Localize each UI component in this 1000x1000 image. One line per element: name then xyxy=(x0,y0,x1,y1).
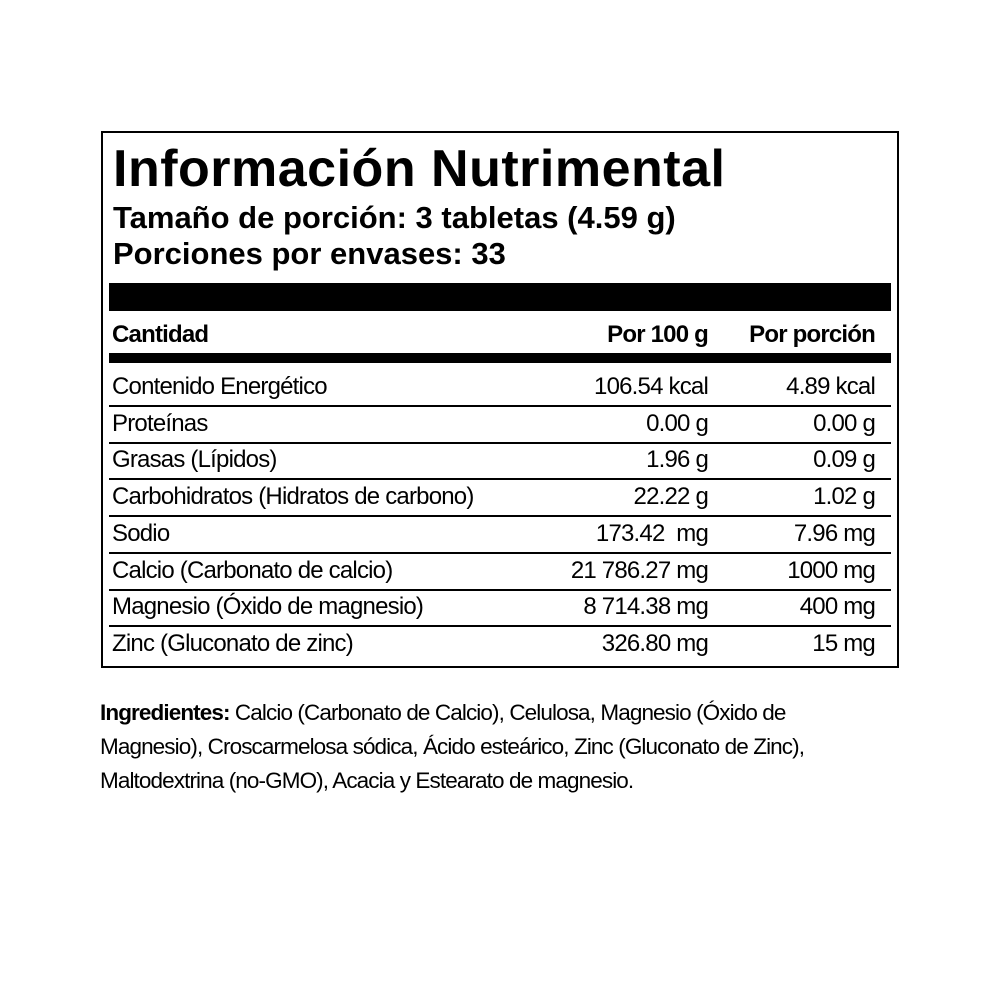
nutrient-name: Calcio (Carbonato de calcio) xyxy=(112,556,393,584)
table-row: Grasas (Lípidos) 1.96 g 0.09 g xyxy=(109,442,891,481)
thick-divider xyxy=(109,283,891,311)
nutrient-name: Proteínas xyxy=(112,409,208,437)
ingredients-text: Calcio (Carbonato de Calcio), Celulosa, … xyxy=(100,700,805,793)
value-per-serving: 1.02 g xyxy=(813,483,876,511)
value-per-serving: 0.09 g xyxy=(813,446,876,474)
value-per-100g: 22.22 g xyxy=(633,483,709,511)
nutrient-name: Carbohidratos (Hidratos de carbono) xyxy=(112,483,474,511)
column-header: Cantidad xyxy=(112,321,209,348)
table-row: Magnesio (Óxido de magnesio) 8 714.38 mg 4… xyxy=(109,589,891,628)
value-per-100g: 8 714.38 mg xyxy=(583,593,708,621)
serving-size: Tamaño de porción: 3 tabletas (4.59 g) xyxy=(113,200,676,235)
nutrient-name: Grasas (Lípidos) xyxy=(112,446,277,474)
value-per-100g: 173.42 mg xyxy=(595,519,709,547)
table-row: Calcio (Carbonato de calcio) 21 786.27 mg… xyxy=(109,553,891,591)
ingredients-label: Ingredientes: xyxy=(100,700,230,725)
value-per-serving: 400 mg xyxy=(799,593,876,621)
nutrient-name: Contenido Energético xyxy=(112,373,328,400)
value-per-100g: 21 786.27 mg xyxy=(570,556,709,584)
nutrient-name: Magnesio (Óxido de magnesio) xyxy=(112,593,424,621)
table-header: Cantidad Por 100 g Por porción xyxy=(109,317,891,353)
value-per-serving: 0.00 g xyxy=(813,409,876,437)
value-per-serving: 1000 mg xyxy=(787,556,876,584)
column-header: Por porción xyxy=(749,321,876,348)
value-per-serving: 7.96 mg xyxy=(793,519,876,547)
label-title: Información Nutrimental xyxy=(113,140,726,198)
table-row: Proteínas 0.00 g 0.00 g xyxy=(109,406,891,444)
table-row: Contenido Energético 106.54 kcal 4.89 kcal xyxy=(109,369,891,407)
value-per-serving: 4.89 kcal xyxy=(786,373,876,400)
header-divider xyxy=(109,353,891,363)
value-per-100g: 326.80 mg xyxy=(601,629,709,657)
nutrient-name: Sodio xyxy=(112,519,170,547)
nutrient-name: Zinc (Gluconato de zinc) xyxy=(112,629,354,657)
value-per-100g: 1.96 g xyxy=(646,446,709,474)
table-row: Carbohidratos (Hidratos de carbono) 22.22… xyxy=(109,479,891,518)
nutrition-facts-panel: Información Nutrimental Tamaño de porció… xyxy=(101,131,899,668)
table-row: Zinc (Gluconato de zinc) 326.80 mg 15 mg xyxy=(109,626,891,662)
table-row: Sodio 173.42 mg 7.96 mg xyxy=(109,516,891,554)
column-header: Por 100 g xyxy=(607,321,709,348)
value-per-100g: 106.54 kcal xyxy=(594,373,709,400)
ingredients: Ingredientes: Calcio (Carbonato de Calci… xyxy=(100,696,880,798)
value-per-100g: 0.00 g xyxy=(646,409,709,437)
servings-per-container: Porciones por envases: 33 xyxy=(113,236,506,271)
value-per-serving: 15 mg xyxy=(812,629,876,657)
